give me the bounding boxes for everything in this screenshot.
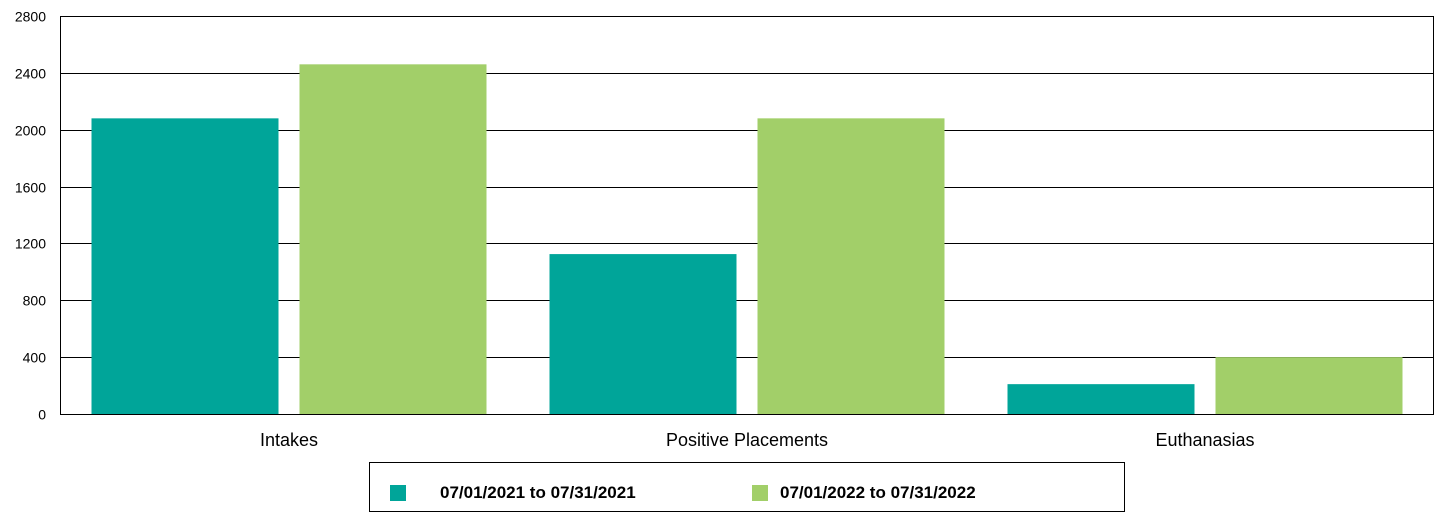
y-tick-label-400: 400	[23, 350, 47, 366]
axes	[60, 16, 1434, 414]
legend-swatch-series-1	[390, 485, 406, 501]
x-category-label-intakes: Intakes	[260, 430, 318, 450]
bar-positive-placements-series-2	[757, 118, 945, 414]
x-category-label-positive-placements: Positive Placements	[666, 430, 828, 450]
bar-intakes-series-1	[91, 118, 279, 414]
legend: 07/01/2021 to 07/31/2021 07/01/2022 to 0…	[369, 462, 1125, 512]
y-tick-label-2800: 2800	[15, 9, 46, 25]
x-category-label-euthanasias: Euthanasias	[1155, 430, 1254, 450]
bar-positive-placements-series-1	[549, 254, 737, 414]
bar-euthanasias-series-2	[1215, 357, 1403, 414]
y-tick-label-2400: 2400	[15, 66, 46, 82]
y-tick-label-1600: 1600	[15, 180, 46, 196]
y-tick-label-1200: 1200	[15, 236, 46, 252]
legend-label-series-1: 07/01/2021 to 07/31/2021	[440, 483, 636, 502]
bar-euthanasias-series-1	[1007, 384, 1195, 414]
y-tick-label-2000: 2000	[15, 123, 46, 139]
legend-swatch-series-2	[752, 485, 768, 501]
bars	[91, 64, 1403, 414]
legend-item-series-1: 07/01/2021 to 07/31/2021	[390, 484, 636, 502]
legend-label-series-2: 07/01/2022 to 07/31/2022	[780, 483, 976, 502]
x-category-labels: Intakes Positive Placements Euthanasias	[260, 430, 1255, 450]
y-tick-label-800: 800	[23, 293, 47, 309]
y-tick-label-0: 0	[38, 407, 46, 423]
bar-chart: 0 400 800 1200 1600 2000 2400 2800 Intakes Posit…	[15, 9, 1434, 450]
legend-item-series-2: 07/01/2022 to 07/31/2022	[752, 484, 976, 502]
y-tick-labels: 0 400 800 1200 1600 2000 2400 2800	[15, 9, 46, 423]
gridlines	[60, 16, 1434, 415]
bar-intakes-series-2	[299, 64, 487, 414]
